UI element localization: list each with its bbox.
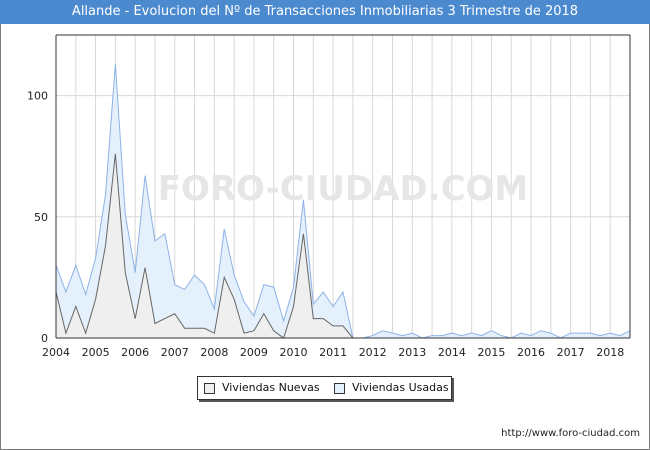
x-tick-label: 2012 <box>359 346 387 359</box>
title-bar: Allande - Evolucion del Nº de Transaccio… <box>0 0 650 24</box>
x-tick-label: 2005 <box>82 346 110 359</box>
x-tick-label: 2016 <box>517 346 545 359</box>
x-tick-label: 2017 <box>557 346 585 359</box>
series-usadas-line <box>55 64 631 339</box>
legend-label-usadas: Viviendas Usadas <box>352 381 449 394</box>
y-tick-label: 100 <box>27 90 48 103</box>
y-tick-label: 0 <box>41 332 48 345</box>
legend-swatch-nuevas <box>204 383 215 394</box>
x-tick-label: 2011 <box>319 346 347 359</box>
x-tick-label: 2015 <box>477 346 505 359</box>
y-tick-label: 50 <box>34 211 48 224</box>
x-tick-label: 2008 <box>200 346 228 359</box>
chart-title: Allande - Evolucion del Nº de Transaccio… <box>71 4 579 19</box>
legend: Viviendas Nuevas Viviendas Usadas <box>197 376 452 400</box>
x-tick-label: 2010 <box>280 346 308 359</box>
legend-swatch-usadas <box>334 383 345 394</box>
x-tick-label: 2013 <box>398 346 426 359</box>
watermark: FORO-CIUDAD.COM <box>158 169 529 209</box>
x-tick-label: 2009 <box>240 346 268 359</box>
source-url[interactable]: http://www.foro-ciudad.com <box>501 428 640 439</box>
x-tick-label: 2007 <box>161 346 189 359</box>
x-tick-label: 2004 <box>42 346 70 359</box>
x-tick-label: 2018 <box>596 346 624 359</box>
x-tick-label: 2014 <box>438 346 466 359</box>
x-tick-label: 2006 <box>121 346 149 359</box>
legend-label-nuevas: Viviendas Nuevas <box>222 381 320 394</box>
